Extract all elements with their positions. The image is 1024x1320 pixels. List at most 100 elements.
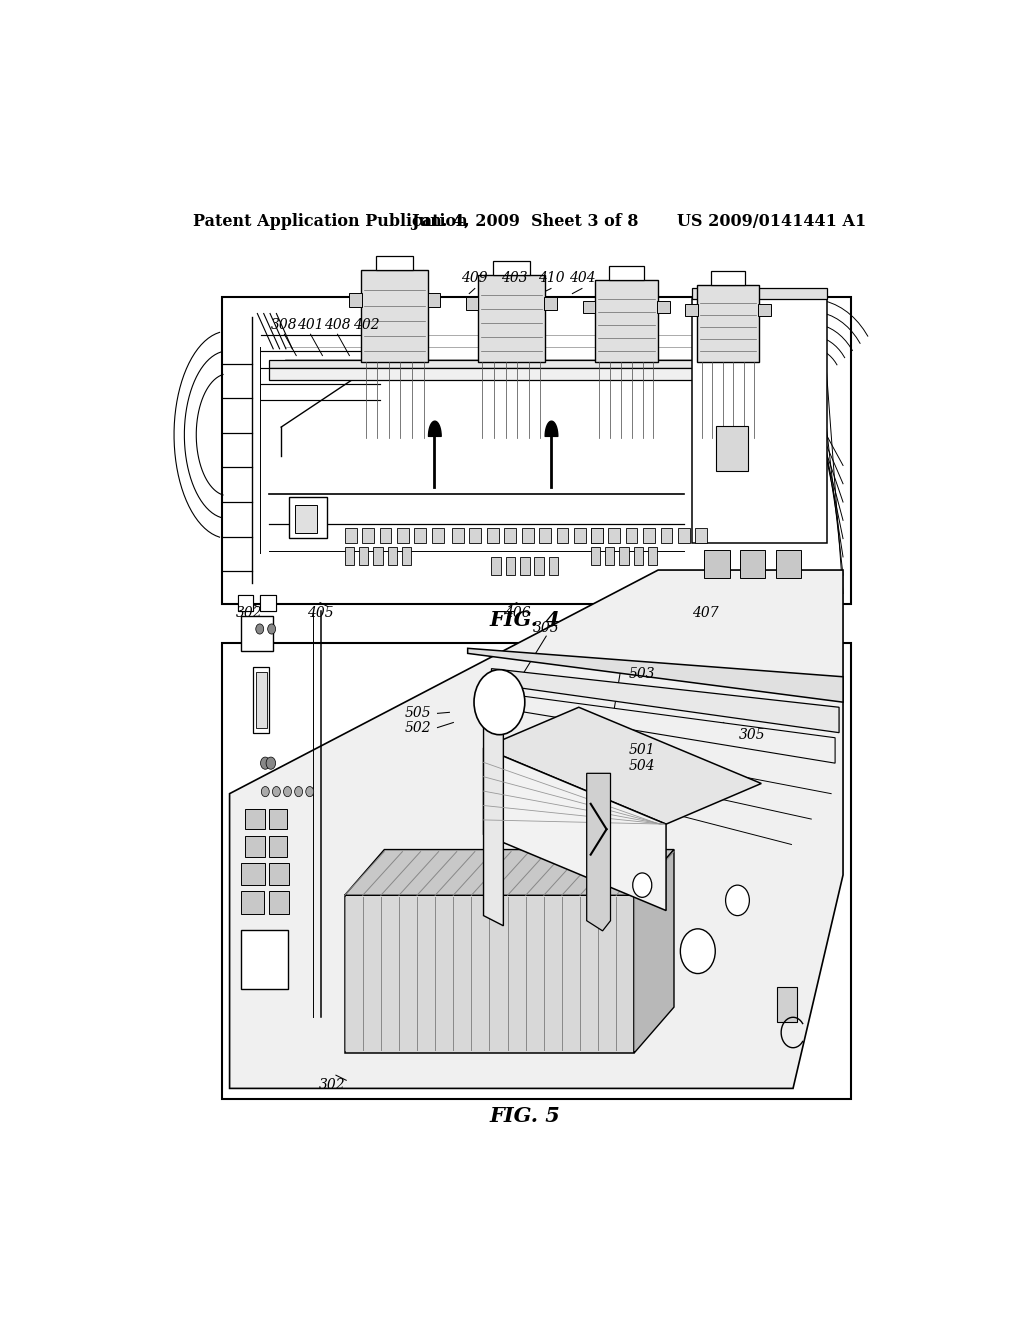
- Polygon shape: [493, 261, 529, 275]
- Text: 302: 302: [318, 1078, 345, 1093]
- Bar: [591, 546, 600, 565]
- Text: 308: 308: [271, 318, 298, 333]
- Circle shape: [284, 787, 292, 797]
- Circle shape: [266, 758, 275, 770]
- Polygon shape: [345, 850, 674, 895]
- Text: FIG. 5: FIG. 5: [489, 1106, 560, 1126]
- Bar: [608, 528, 620, 543]
- Bar: [716, 426, 748, 471]
- Bar: [492, 557, 501, 576]
- Bar: [648, 546, 657, 565]
- Bar: [373, 546, 383, 565]
- Bar: [221, 297, 851, 603]
- Text: Jun. 4, 2009  Sheet 3 of 8: Jun. 4, 2009 Sheet 3 of 8: [411, 213, 639, 230]
- Text: 405: 405: [307, 606, 334, 619]
- Bar: [295, 506, 316, 533]
- Bar: [359, 546, 369, 565]
- Circle shape: [726, 886, 750, 916]
- Circle shape: [260, 758, 270, 770]
- Polygon shape: [657, 301, 670, 313]
- Polygon shape: [483, 748, 666, 911]
- Polygon shape: [587, 774, 610, 931]
- Bar: [246, 809, 265, 829]
- Bar: [362, 528, 374, 543]
- Polygon shape: [692, 289, 827, 298]
- Bar: [643, 528, 655, 543]
- Text: Patent Application Publication: Patent Application Publication: [194, 213, 468, 230]
- Bar: [242, 863, 265, 886]
- Bar: [387, 546, 397, 565]
- Bar: [592, 528, 603, 543]
- Text: 505: 505: [404, 706, 431, 721]
- Text: 410: 410: [538, 272, 564, 285]
- Bar: [345, 546, 354, 565]
- Text: 404: 404: [568, 272, 595, 285]
- Text: FIG. 4: FIG. 4: [489, 610, 560, 630]
- Circle shape: [272, 787, 281, 797]
- Bar: [695, 528, 708, 543]
- Bar: [626, 528, 638, 543]
- Text: 407: 407: [692, 606, 719, 619]
- Text: 403: 403: [501, 272, 527, 285]
- Bar: [520, 557, 529, 576]
- Bar: [574, 528, 586, 543]
- Polygon shape: [269, 359, 748, 368]
- Polygon shape: [595, 280, 658, 362]
- Polygon shape: [360, 271, 428, 362]
- Bar: [678, 528, 690, 543]
- Text: 501: 501: [629, 743, 655, 756]
- Bar: [557, 528, 568, 543]
- Polygon shape: [685, 305, 697, 315]
- Text: US 2009/0141441 A1: US 2009/0141441 A1: [677, 213, 866, 230]
- Text: 503: 503: [629, 667, 655, 681]
- Circle shape: [295, 787, 303, 797]
- Polygon shape: [492, 669, 839, 733]
- Bar: [549, 557, 558, 576]
- Text: 502: 502: [404, 721, 431, 735]
- Circle shape: [267, 624, 275, 634]
- Circle shape: [680, 929, 715, 974]
- Bar: [269, 863, 289, 886]
- Bar: [397, 528, 409, 543]
- Bar: [504, 528, 516, 543]
- Bar: [238, 595, 253, 611]
- Bar: [591, 528, 602, 543]
- Bar: [620, 546, 629, 565]
- Polygon shape: [466, 297, 478, 310]
- Bar: [539, 528, 551, 543]
- Polygon shape: [507, 694, 836, 763]
- Polygon shape: [269, 368, 748, 380]
- Polygon shape: [697, 285, 759, 362]
- Text: 408: 408: [325, 318, 351, 333]
- Bar: [521, 528, 534, 543]
- Bar: [260, 595, 275, 611]
- Bar: [605, 546, 614, 565]
- Bar: [380, 528, 391, 543]
- Polygon shape: [349, 293, 361, 306]
- Bar: [269, 837, 287, 857]
- Bar: [289, 496, 328, 537]
- Text: 401: 401: [297, 318, 324, 333]
- Polygon shape: [544, 297, 557, 310]
- Circle shape: [256, 624, 264, 634]
- Polygon shape: [483, 702, 504, 925]
- Bar: [242, 929, 288, 989]
- Circle shape: [261, 787, 269, 797]
- Text: 302: 302: [237, 606, 263, 619]
- Bar: [415, 528, 426, 543]
- Polygon shape: [428, 293, 440, 306]
- Text: 305: 305: [738, 727, 765, 742]
- Polygon shape: [711, 271, 745, 285]
- Bar: [246, 837, 265, 857]
- Bar: [452, 528, 464, 543]
- Bar: [692, 298, 827, 543]
- Bar: [469, 528, 481, 543]
- Bar: [269, 891, 289, 913]
- Polygon shape: [609, 267, 644, 280]
- Bar: [486, 528, 499, 543]
- Polygon shape: [583, 301, 595, 313]
- Text: 406: 406: [504, 606, 530, 619]
- Polygon shape: [229, 570, 843, 1089]
- Bar: [775, 549, 801, 578]
- Bar: [242, 891, 264, 913]
